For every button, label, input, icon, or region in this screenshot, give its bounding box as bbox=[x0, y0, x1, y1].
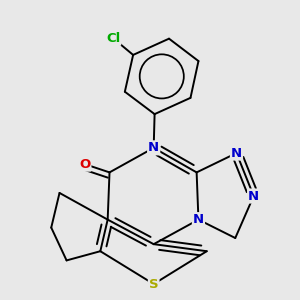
Text: N: N bbox=[148, 141, 159, 154]
Text: Cl: Cl bbox=[106, 32, 120, 45]
Text: N: N bbox=[193, 213, 204, 226]
Text: O: O bbox=[79, 158, 90, 171]
Text: S: S bbox=[149, 278, 158, 290]
Text: N: N bbox=[248, 190, 259, 202]
Text: N: N bbox=[231, 147, 242, 160]
